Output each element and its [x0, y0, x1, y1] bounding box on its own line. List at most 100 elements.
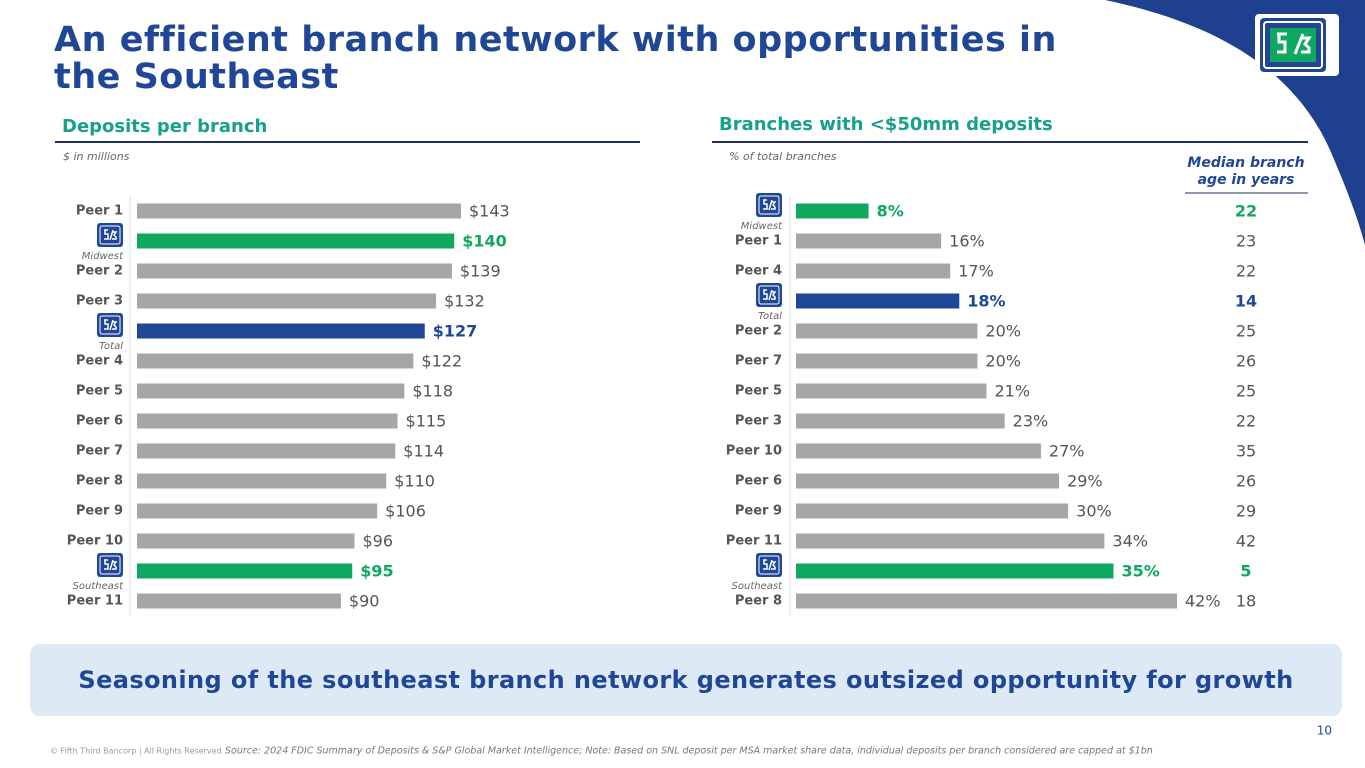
bar	[137, 563, 353, 579]
logo-inner	[758, 555, 780, 575]
bar	[137, 443, 396, 459]
logo-inner	[99, 225, 121, 245]
age-value: 22	[1235, 202, 1257, 221]
bar	[137, 203, 461, 219]
bar	[137, 353, 414, 369]
category-label: Peer 3	[76, 294, 123, 309]
age-value: 22	[1236, 412, 1256, 431]
category-label: Peer 9	[735, 504, 782, 519]
category-label: Peer 5	[735, 384, 782, 399]
bar	[796, 383, 987, 399]
category-label: Peer 5	[76, 384, 123, 399]
footer: © Fifth Third Bancorp | All Rights Reser…	[50, 747, 222, 756]
bar	[137, 263, 452, 279]
chart-subtitle: $ in millions	[63, 150, 130, 163]
logo-mark	[763, 559, 777, 571]
bar	[796, 293, 960, 309]
logo-inner	[99, 315, 121, 335]
logo-mark	[104, 559, 118, 571]
value-label: 16%	[949, 232, 985, 251]
category-label: Peer 3	[735, 414, 782, 429]
logo-frame	[97, 553, 123, 577]
logo-inner	[758, 195, 780, 215]
category-label: Southeast	[73, 581, 125, 592]
age-value: 26	[1236, 352, 1256, 371]
value-label: $95	[360, 562, 393, 581]
bar	[796, 533, 1105, 549]
category-label: Peer 10	[726, 444, 782, 459]
value-label: $118	[412, 382, 453, 401]
banner: Seasoning of the southeast branch networ…	[30, 644, 1342, 716]
value-label: 30%	[1076, 502, 1112, 521]
age-value: 29	[1236, 502, 1256, 521]
value-label: 20%	[985, 322, 1021, 341]
logo-mark	[763, 289, 777, 301]
bar	[796, 263, 951, 279]
bar	[137, 383, 405, 399]
age-value: 26	[1236, 472, 1256, 491]
value-label: $90	[349, 592, 380, 611]
bar	[796, 413, 1005, 429]
value-label: $122	[421, 352, 462, 371]
category-label: Southeast	[732, 581, 784, 592]
bar	[796, 473, 1060, 489]
value-label: $139	[460, 262, 501, 281]
ages-title: Median branch age in years	[1187, 155, 1305, 188]
age-value: 42	[1236, 532, 1256, 551]
value-label: 21%	[995, 382, 1031, 401]
value-label: $110	[394, 472, 435, 491]
value-label: $115	[406, 412, 447, 431]
category-logo	[756, 283, 782, 307]
category-logo	[756, 193, 782, 217]
category-label: Total	[758, 311, 782, 322]
value-label: $127	[433, 322, 478, 341]
category-label: Peer 1	[735, 234, 782, 249]
category-label: Midwest	[741, 221, 783, 232]
category-label: Peer 7	[76, 444, 123, 459]
value-label: 34%	[1112, 532, 1148, 551]
category-logo	[756, 553, 782, 577]
slide-title: An efficient branch network with opportu…	[54, 20, 1057, 97]
logo-frame	[756, 283, 782, 307]
age-value: 35	[1236, 442, 1256, 461]
value-label: $132	[444, 292, 485, 311]
category-label: Peer 2	[735, 324, 782, 339]
logo	[1255, 14, 1339, 76]
source-note: Source: 2024 FDIC Summary of Deposits & …	[225, 746, 1153, 757]
logo-frame	[756, 193, 782, 217]
age-value: 18	[1236, 592, 1256, 611]
value-label: $143	[469, 202, 510, 221]
chart-title: Deposits per branch	[62, 116, 267, 137]
logo-frame	[97, 313, 123, 337]
age-value: 14	[1235, 292, 1257, 311]
value-label: 42%	[1185, 592, 1221, 611]
category-label: Peer 2	[76, 264, 123, 279]
category-label: Peer 10	[67, 534, 123, 549]
bar	[137, 473, 387, 489]
value-label: 17%	[958, 262, 994, 281]
value-label: 29%	[1067, 472, 1103, 491]
value-label: 35%	[1122, 562, 1160, 581]
bar	[796, 233, 942, 249]
bar	[137, 323, 425, 339]
category-label: Peer 4	[76, 354, 123, 369]
bar	[796, 443, 1041, 459]
logo-inner	[99, 555, 121, 575]
category-label: Peer 6	[76, 414, 123, 429]
category-label: Midwest	[82, 251, 124, 262]
bar	[796, 563, 1114, 579]
value-label: 18%	[967, 292, 1005, 311]
category-label: Peer 6	[735, 474, 782, 489]
value-label: $106	[385, 502, 426, 521]
bar	[137, 503, 378, 519]
category-label: Total	[99, 341, 123, 352]
logo-frame	[97, 223, 123, 247]
value-label: $114	[403, 442, 444, 461]
logo-mark	[104, 319, 118, 331]
age-value: 22	[1236, 262, 1256, 281]
value-label: 20%	[985, 352, 1021, 371]
value-label: $96	[363, 532, 394, 551]
bar	[137, 293, 437, 309]
